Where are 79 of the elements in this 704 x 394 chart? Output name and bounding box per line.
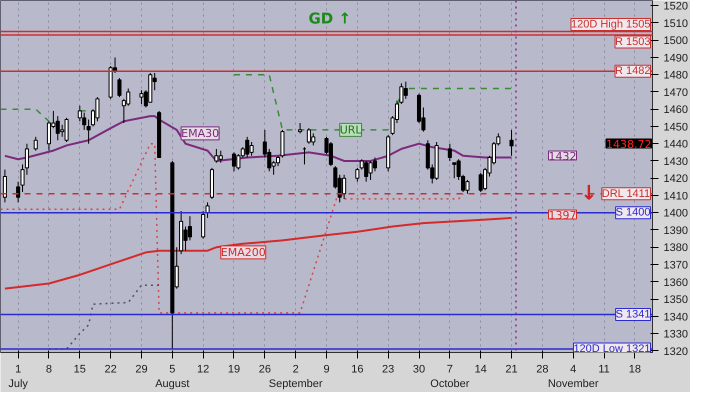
x-tick-label: 7 October [430,364,470,390]
y-tick-label: 1400 [664,208,688,220]
ref-line-label: DRL 1411 [602,188,650,200]
candlestick [20,164,25,193]
candlestick [34,136,38,152]
y-tick-label: 1460 [664,104,688,116]
ref-line-label: 120D High 1505 [570,18,651,31]
x-tick-label: 5 August [155,364,190,390]
ref-line-label: S 1400 [616,206,651,219]
annotation: 1438.72 [606,138,652,151]
candlestick [328,141,333,167]
y-tick-label: 1320 [664,346,688,358]
candlestick [218,150,223,164]
x-tick-label: 12 [197,364,210,376]
y-tick-label: 1420 [664,173,688,186]
y-tick-label: 1340 [664,311,688,324]
line-series [4,216,513,290]
candlestick [188,216,192,241]
annotation: EMA200 [220,246,266,259]
y-tick-label: 1490 [664,52,688,64]
ref-line-label: S 1341 [616,308,651,321]
candlestick [404,81,408,100]
x-tick-label: 15 [74,364,86,376]
candlestick [452,162,456,179]
y-tick-label: 1410 [664,190,688,202]
annotation: EMA30 [181,126,220,140]
y-tick-label: 1510 [664,18,688,30]
candlestick [139,90,144,105]
x-tick-label: 16 [351,364,364,376]
candlestick [478,172,483,193]
candlestick [355,167,360,182]
x-tick-label: 4 November [548,364,599,390]
x-tick-label: 28 [536,364,548,376]
y-tick-label: 1360 [664,276,688,289]
x-tick-label: 18 [628,364,642,376]
x-tick-label: 19 [228,364,240,376]
x-tick-label: 1 July [8,364,28,390]
x-tick-label: 21 [505,364,518,376]
annotation: GD ↑ [308,10,352,28]
candlestick [245,136,250,158]
ref-line-label: R 1503 [615,36,651,48]
candlestick [448,143,452,162]
annotation: ↓ [580,180,598,204]
x-tick-label: 30 [412,364,426,376]
candlestick [95,96,100,122]
candlestick [232,152,236,172]
y-tick-label: 1500 [664,35,688,48]
candlestick [86,119,91,144]
x-tick-label: 9 [323,364,330,376]
candlestick [2,169,7,203]
candlestick [311,132,316,146]
x-tick-label: 26 [258,364,271,376]
y-tick-label: 1480 [664,70,688,82]
y-tick-label: 1470 [664,86,688,99]
y-tick-label: 1330 [664,328,688,341]
y-tick-label: 1520 [664,0,688,13]
y-tick-label: 1350 [664,294,688,306]
x-tick-label: 29 [135,364,148,376]
y-tick-label: 1430 [664,156,688,168]
x-tick-label: 14 [474,364,487,376]
candlestick [201,210,206,240]
candlestick [465,179,470,194]
candlestick [117,78,122,98]
x-tick-label: 22 [104,364,117,376]
ref-line-label: R 1482 [615,65,651,78]
line-series [0,142,464,314]
ref-line-label: 120D Low 1321 [573,343,651,356]
candlestick [298,122,302,134]
candlestick [509,129,514,156]
x-tick-label: 11 [598,364,610,376]
y-tick-label: 1390 [664,224,688,237]
y-tick-label: 1450 [664,121,688,134]
x-tick-label: 23 [382,364,394,376]
candlestick [372,157,377,172]
y-tick-label: 1370 [664,260,688,272]
candlestick [24,143,29,176]
y-tick-label: 1440 [664,138,688,151]
y-tick-label: 1380 [664,242,688,254]
x-tick-label: 8 [46,364,52,376]
